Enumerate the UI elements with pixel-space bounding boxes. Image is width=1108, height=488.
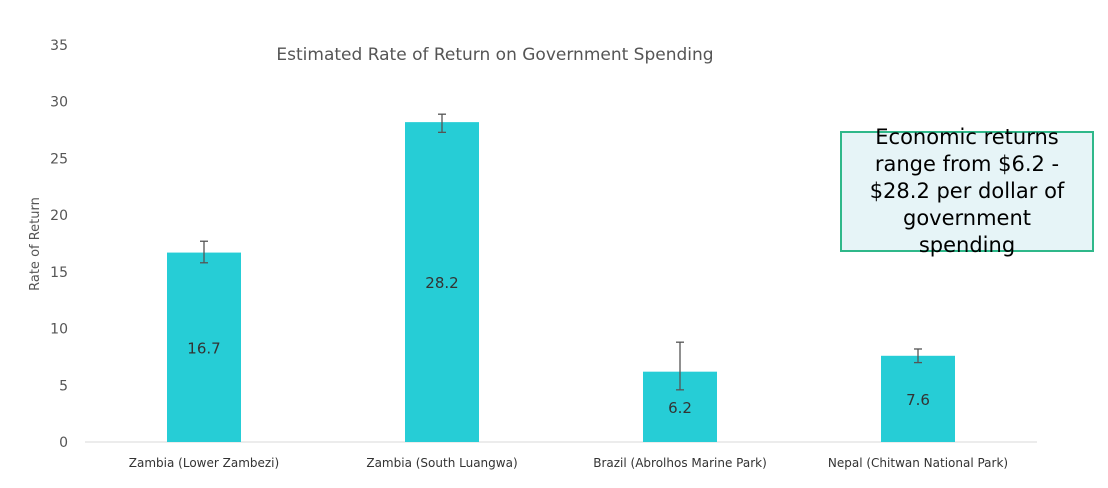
data-label: 6.2	[668, 399, 692, 417]
bars	[167, 122, 955, 442]
x-tick-label: Brazil (Abrolhos Marine Park)	[593, 456, 767, 470]
y-tick-label: 10	[50, 322, 68, 338]
y-axis-label: Rate of Return	[28, 197, 43, 291]
data-labels: 16.7 28.2 6.2 7.6	[187, 274, 930, 417]
x-tick-label: Zambia (South Luangwa)	[366, 456, 517, 470]
callout-text: Economic returns range from $6.2 - $28.2…	[869, 125, 1065, 257]
y-tick-label: 25	[50, 151, 68, 167]
chart-title: Estimated Rate of Return on Government S…	[276, 45, 713, 65]
x-axis-ticks: Zambia (Lower Zambezi) Zambia (South Luan…	[129, 456, 1008, 470]
error-bar	[914, 348, 922, 364]
error-bar	[200, 240, 208, 264]
y-tick-label: 5	[59, 378, 68, 394]
bar	[167, 252, 241, 442]
data-label: 7.6	[906, 391, 930, 409]
error-bars	[200, 113, 922, 391]
error-bar	[438, 113, 446, 133]
y-tick-label: 35	[50, 38, 68, 54]
x-tick-label: Zambia (Lower Zambezi)	[129, 456, 279, 470]
bar	[881, 355, 955, 442]
y-tick-label: 30	[50, 95, 68, 111]
callout-box: Economic returns range from $6.2 - $28.2…	[840, 125, 1094, 257]
y-axis-ticks: 0 5 10 15 20 25 30 35	[50, 38, 68, 451]
data-label: 28.2	[425, 274, 458, 292]
bar	[405, 122, 479, 442]
y-tick-label: 0	[59, 435, 68, 451]
y-tick-label: 15	[50, 265, 68, 281]
x-tick-label: Nepal (Chitwan National Park)	[828, 456, 1008, 470]
data-label: 16.7	[187, 339, 220, 357]
error-bar	[676, 341, 684, 391]
y-tick-label: 20	[50, 208, 68, 224]
